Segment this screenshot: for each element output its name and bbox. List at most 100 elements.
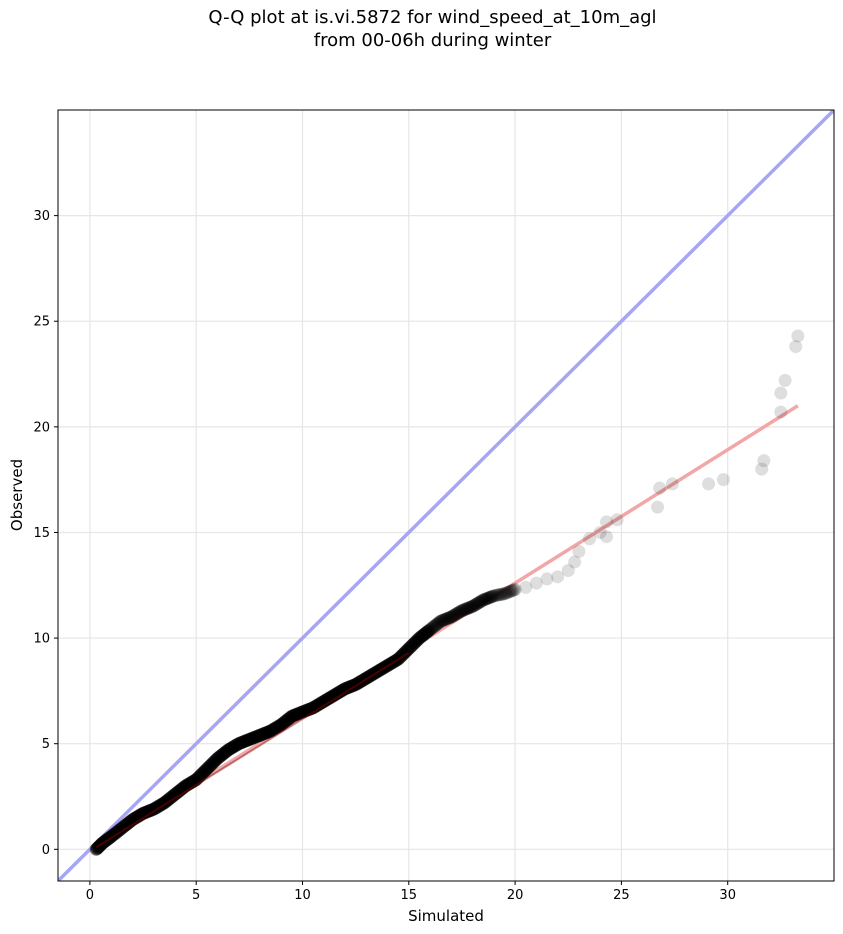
qq-point: [702, 477, 716, 491]
qq-point: [454, 604, 468, 618]
qq-point: [458, 603, 472, 617]
qq-point: [439, 612, 453, 626]
qq-point: [479, 592, 493, 606]
qq-point: [492, 588, 506, 602]
qq-point: [442, 611, 456, 625]
y-tick-label: 15: [33, 526, 50, 541]
qq-point: [432, 615, 446, 629]
qq-point: [483, 590, 497, 604]
qq-point: [507, 583, 521, 597]
qq-point: [488, 589, 502, 603]
qq-point: [495, 587, 509, 601]
qq-point: [448, 608, 462, 622]
qq-point: [503, 585, 517, 599]
qq-point: [716, 473, 730, 487]
qq-point: [456, 603, 470, 617]
qq-point: [459, 602, 473, 616]
identity-line: [58, 110, 834, 881]
qq-point: [455, 604, 469, 618]
qq-point: [480, 591, 494, 605]
qq-point: [462, 601, 476, 615]
qq-point: [464, 600, 478, 614]
qq-point: [651, 500, 665, 514]
fit-line-overlay: [95, 652, 410, 849]
qq-point: [474, 595, 488, 609]
y-tick-label: 20: [33, 420, 50, 435]
qq-point: [486, 589, 500, 603]
qq-point: [789, 340, 803, 354]
qq-point: [471, 596, 485, 610]
qq-point: [653, 481, 667, 495]
qq-point: [484, 590, 498, 604]
y-tick-label: 30: [33, 209, 50, 224]
qq-point: [540, 572, 554, 586]
qq-point: [583, 532, 597, 546]
qq-point: [423, 623, 437, 637]
qq-point: [470, 597, 484, 611]
qq-point: [446, 609, 460, 623]
y-tick-label: 0: [42, 843, 50, 858]
qq-point: [424, 622, 438, 636]
qq-point: [444, 610, 458, 624]
qq-point: [499, 586, 513, 600]
qq-point: [665, 477, 679, 491]
qq-point: [505, 584, 519, 598]
qq-point: [431, 616, 445, 630]
qq-point: [519, 580, 533, 594]
qq-point: [476, 593, 490, 607]
qq-point: [487, 589, 501, 603]
qq-point: [440, 612, 454, 626]
qq-point: [778, 373, 792, 387]
qq-point: [467, 599, 481, 613]
chart-title-line1: Q-Q plot at is.vi.5872 for wind_speed_at…: [208, 7, 657, 28]
qq-point: [450, 607, 464, 621]
qq-point: [497, 587, 511, 601]
qq-point: [551, 570, 565, 584]
y-tick-label: 5: [42, 737, 50, 752]
x-tick-label: 15: [401, 888, 418, 903]
axis-ticks: 0 5 10 15 20 25 30 0 5 10 15 20 25 30: [33, 209, 736, 903]
qq-point: [600, 515, 614, 529]
qq-point: [529, 576, 543, 590]
qq-point: [504, 584, 518, 598]
qq-point: [428, 618, 442, 632]
qq-point: [460, 602, 474, 616]
qq-point: [463, 600, 477, 614]
qq-point: [791, 329, 805, 343]
qq-point: [568, 555, 582, 569]
qq-point: [452, 605, 466, 619]
x-tick-label: 25: [613, 888, 630, 903]
qq-point: [491, 588, 505, 602]
qq-point: [572, 544, 586, 558]
qq-point: [426, 621, 440, 635]
qq-point: [427, 619, 441, 633]
qq-point: [434, 614, 448, 628]
qq-point: [489, 588, 503, 602]
qq-point: [472, 595, 486, 609]
qq-point: [430, 617, 444, 631]
chart-title-line2: from 00-06h during winter: [313, 30, 552, 51]
qq-point: [501, 585, 515, 599]
qq-point: [443, 610, 457, 624]
x-tick-label: 10: [294, 888, 311, 903]
qq-point: [438, 613, 452, 627]
qq-point: [478, 593, 492, 607]
chart-title: Q-Q plot at is.vi.5872 for wind_speed_at…: [0, 6, 843, 52]
qq-point: [757, 454, 771, 468]
plot-frame: [57, 109, 835, 882]
x-tick-label: 20: [507, 888, 524, 903]
qq-point: [610, 513, 624, 527]
qq-point: [482, 591, 496, 605]
qq-point: [755, 462, 769, 476]
qq-point: [447, 608, 461, 622]
x-tick-label: 5: [192, 888, 200, 903]
x-tick-label: 0: [86, 888, 94, 903]
qq-point: [508, 582, 522, 596]
qq-point: [451, 606, 465, 620]
x-tick-label: 30: [719, 888, 736, 903]
qq-point: [774, 386, 788, 400]
x-axis-label: Simulated: [408, 907, 484, 925]
qq-point: [436, 613, 450, 627]
qq-point: [475, 594, 489, 608]
